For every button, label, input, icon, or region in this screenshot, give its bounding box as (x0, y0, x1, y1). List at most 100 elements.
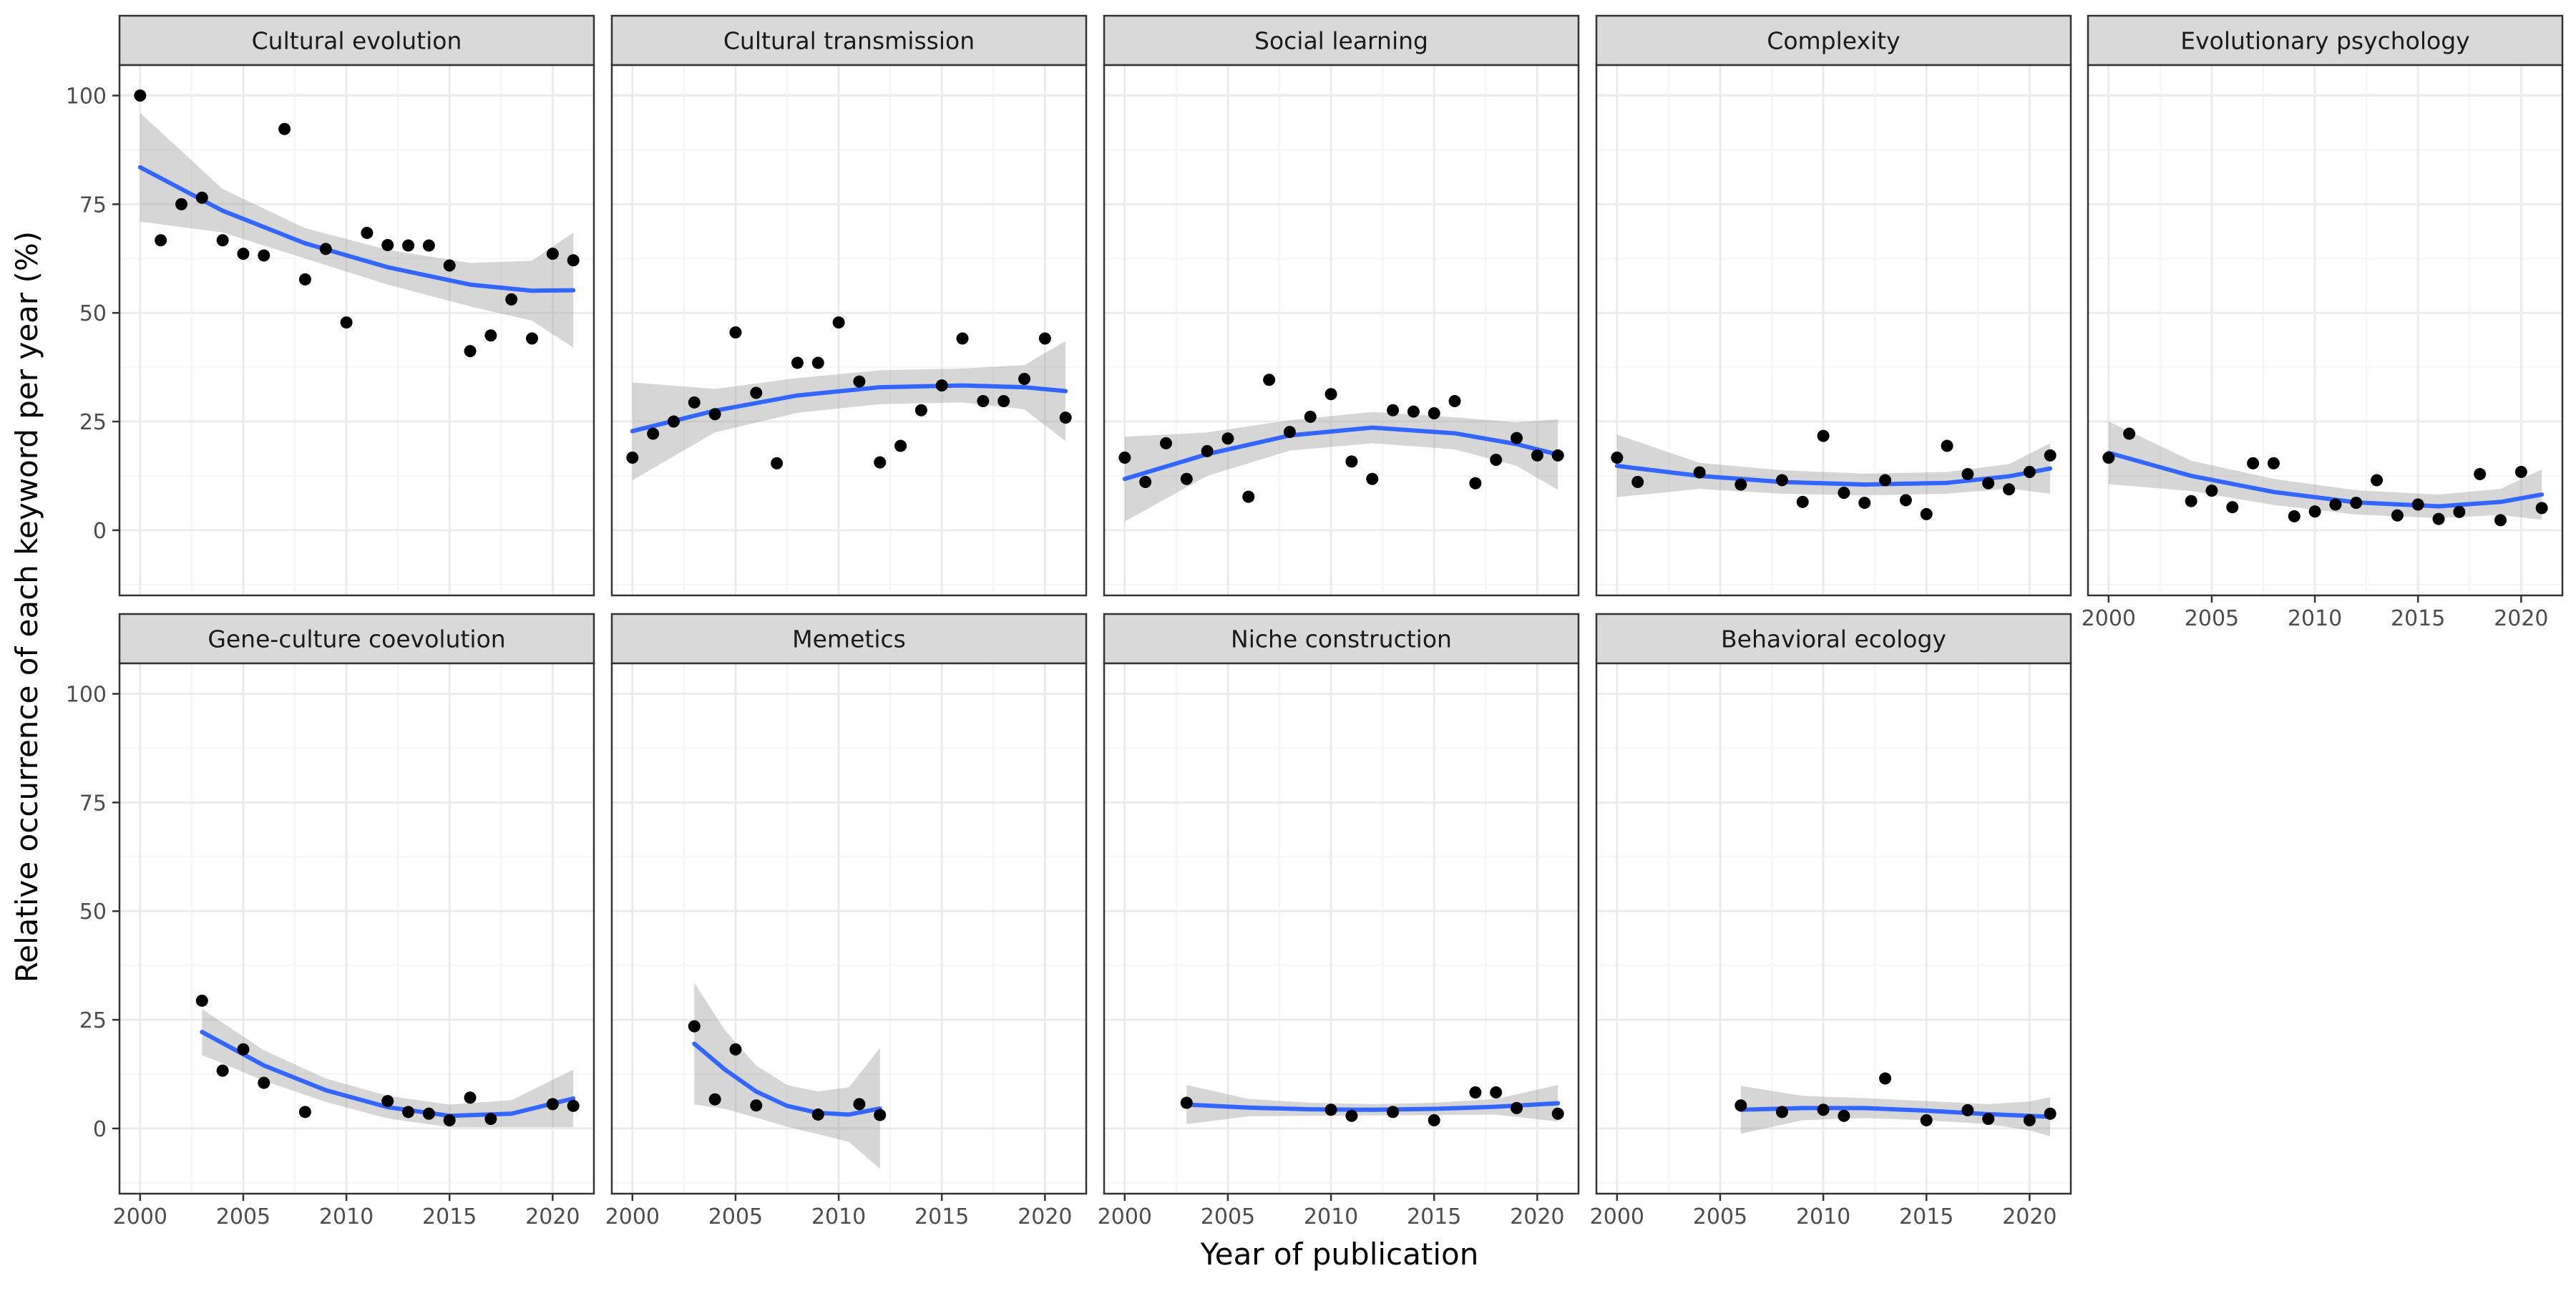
panel-evolutionary-psychology: Evolutionary psychology 2000 2005 2010 2015 2… (2082, 14, 2564, 631)
data-point (2226, 501, 2239, 514)
smooth-line (200, 1030, 576, 1119)
data-point (1961, 1104, 1974, 1116)
data-point (298, 1106, 311, 1119)
data-point (2391, 509, 2404, 522)
confidence-band (632, 341, 1066, 481)
data-point (1920, 507, 1933, 520)
data-point (2494, 514, 2507, 527)
x-tick-label: 2005 (1201, 1204, 1255, 1229)
x-tick-label: 2020 (2002, 1204, 2057, 1229)
facet-strip (1103, 14, 1580, 67)
smooth-line (692, 1041, 882, 1117)
data-point (750, 386, 763, 399)
data-point (1879, 1072, 1892, 1085)
data-point (811, 1108, 824, 1121)
data-point (708, 408, 721, 421)
x-tick-label: 2010 (811, 1204, 866, 1229)
data-point (853, 1098, 866, 1111)
data-point (155, 234, 167, 247)
data-point (484, 1113, 497, 1126)
data-point (1775, 1106, 1788, 1119)
data-point (1796, 495, 1809, 508)
data-point (1490, 1086, 1503, 1098)
data-point (1838, 1109, 1850, 1122)
data-point (977, 395, 990, 408)
data-point (1221, 432, 1234, 445)
y-tick-label: 75 (79, 791, 107, 816)
data-point (1469, 477, 1482, 489)
data-point (2453, 505, 2466, 518)
confidence-band (1186, 1085, 1558, 1124)
panel-cultural-transmission: Cultural transmission (610, 14, 1088, 597)
data-point (1961, 468, 1974, 481)
x-tick-label: 2000 (605, 1204, 660, 1229)
y-tick-label: 50 (79, 301, 107, 326)
data-point (1387, 404, 1400, 416)
data-point (2514, 466, 2527, 479)
data-point (2535, 502, 2548, 515)
data-point (2308, 505, 2321, 518)
data-point (791, 356, 804, 369)
data-point (1159, 437, 1172, 449)
data-point (546, 1098, 559, 1111)
y-tick-label: 50 (79, 900, 107, 925)
data-point (1817, 1104, 1830, 1116)
plot-background (1596, 663, 2071, 1194)
y-tick-label: 25 (79, 410, 107, 435)
confidence-band (2108, 422, 2542, 520)
data-point (381, 238, 394, 251)
data-point (1735, 478, 1747, 491)
plot-background (1596, 65, 2071, 595)
data-point (2432, 512, 2445, 525)
x-tick-label: 2020 (1510, 1204, 1564, 1229)
y-tick-label: 100 (66, 683, 107, 708)
data-point (2350, 497, 2363, 510)
x-tick-label: 2005 (708, 1204, 763, 1229)
data-point (2185, 495, 2197, 507)
data-point (1551, 449, 1564, 462)
data-point (1428, 1114, 1440, 1126)
data-point (237, 1043, 250, 1056)
data-point (626, 451, 639, 464)
data-point (134, 89, 147, 102)
data-point (1817, 429, 1830, 442)
data-point (484, 329, 497, 342)
y-tick-label: 0 (93, 519, 107, 544)
panel-border (118, 662, 595, 1195)
data-point (1387, 1106, 1400, 1119)
panel-border (610, 64, 1088, 597)
data-point (1631, 475, 1644, 488)
data-point (832, 316, 845, 329)
data-point (237, 248, 250, 260)
facet-title: Behavioral ecology (1721, 625, 1946, 653)
data-point (298, 273, 311, 286)
panel-border (610, 662, 1088, 1195)
x-tick-label: 2005 (1693, 1204, 1747, 1229)
panel-border (2087, 64, 2564, 597)
data-point (361, 226, 374, 239)
data-point (175, 198, 187, 210)
confidence-band (694, 983, 880, 1169)
smooth-line (1184, 1101, 1561, 1112)
data-point (1139, 475, 1152, 488)
panel-complexity: Complexity (1595, 14, 2072, 597)
data-point (216, 1064, 229, 1077)
facet-strip (1103, 613, 1580, 665)
data-point (1941, 439, 1953, 452)
data-point (2288, 510, 2301, 522)
data-point (464, 345, 477, 358)
facet-title: Memetics (792, 625, 906, 653)
data-point (2123, 427, 2136, 440)
panel-niche-construction: Niche construction 2000 2005 2010 2015 2020 (1098, 613, 1580, 1229)
data-point (1511, 432, 1523, 444)
data-point (2023, 1114, 2036, 1126)
x-tick-label: 2005 (216, 1204, 270, 1229)
data-point (1304, 410, 1317, 423)
data-point (1448, 395, 1461, 408)
data-point (258, 1076, 270, 1089)
data-point (1735, 1099, 1747, 1112)
x-tick-label: 2010 (1304, 1204, 1358, 1229)
plot-background (612, 663, 1086, 1194)
